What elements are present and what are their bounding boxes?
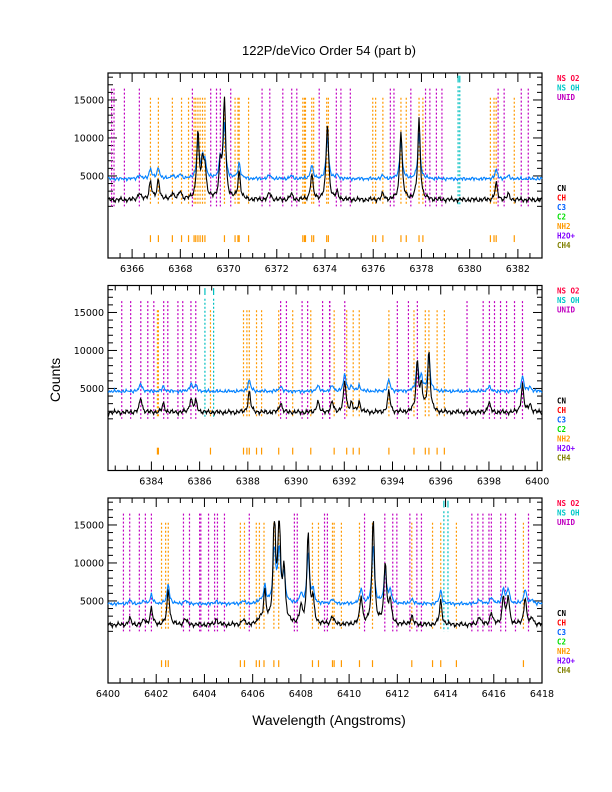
x-tick-label: 6408 <box>289 689 313 700</box>
x-tick-label: 6384 <box>139 477 163 488</box>
x-tick-label: 6412 <box>385 689 409 700</box>
x-tick-label: 6394 <box>380 477 404 488</box>
legend-bottom-entry: H2O+ <box>557 444 576 453</box>
x-tick-label: 6396 <box>429 477 453 488</box>
y-tick-label: 10000 <box>74 558 104 569</box>
legend-bottom-entry: H2O+ <box>557 232 576 241</box>
legend-top-entry: NS O2 <box>557 499 580 508</box>
panel-3: 5000 10000 15000 6400 6402 6404 6406 6408 6410 64… <box>74 497 580 700</box>
x-tick-label: 6406 <box>241 689 265 700</box>
legend-top-entry: NS OH <box>557 509 580 518</box>
y-tick-label: 5000 <box>80 171 104 182</box>
x-tick-label: 6402 <box>144 689 168 700</box>
x-tick-label: 6404 <box>192 689 216 700</box>
legend-bottom-entry: C3 <box>557 416 567 425</box>
x-tick-label: 6414 <box>433 689 457 700</box>
x-tick-label: 6386 <box>188 477 212 488</box>
legend-top-entry: NS O2 <box>557 287 580 296</box>
x-tick-label: 6372 <box>265 264 289 275</box>
legend-top-entry: NS O2 <box>557 74 580 83</box>
legend-bottom-entry: NH2 <box>557 435 571 444</box>
legend-bottom-entry: C3 <box>557 203 567 212</box>
x-tick-label: 6380 <box>458 264 482 275</box>
x-tick-label: 6368 <box>168 264 192 275</box>
y-tick-label: 15000 <box>74 95 104 106</box>
spectrum-line <box>107 96 543 205</box>
legend-top-entry: NS OH <box>557 296 580 305</box>
legend-bottom-entry: CN <box>557 184 567 193</box>
spectrum-line <box>107 520 543 630</box>
legend-bottom-entry: NH2 <box>557 222 571 231</box>
legend-bottom-entry: CH4 <box>557 454 571 463</box>
x-tick-label: 6392 <box>332 477 356 488</box>
legend-bottom-entry: C2 <box>557 213 566 222</box>
x-tick-label: 6374 <box>313 264 337 275</box>
smoothed-spectrum-line <box>107 358 543 395</box>
x-tick-label: 6370 <box>216 264 240 275</box>
x-tick-label: 6416 <box>482 689 506 700</box>
x-tick-label: 6410 <box>337 689 361 700</box>
x-tick-label: 6366 <box>120 264 144 275</box>
x-tick-label: 6400 <box>96 689 120 700</box>
legend-bottom-entry: CN <box>557 609 567 618</box>
smoothed-spectrum-line <box>108 121 543 183</box>
y-tick-label: 15000 <box>74 520 104 531</box>
legend-bottom-entry: H2O+ <box>557 657 576 666</box>
legend-top-entry: UNID <box>557 93 576 102</box>
x-tick-label: 6398 <box>477 477 501 488</box>
legend-bottom-entry: C2 <box>557 638 566 647</box>
x-tick-label: 6418 <box>530 689 554 700</box>
legend-bottom-entry: C3 <box>557 628 567 637</box>
x-tick-label: 6378 <box>409 264 433 275</box>
y-tick-label: 10000 <box>74 133 104 144</box>
x-tick-label: 6382 <box>506 264 530 275</box>
panel-1: 5000 10000 15000 6366 6368 6370 6372 6374 6376 63… <box>74 72 580 275</box>
legend-bottom-entry: CH4 <box>557 241 571 250</box>
legend-top-entry: UNID <box>557 306 576 315</box>
x-tick-label: 6390 <box>284 477 308 488</box>
legend-bottom-entry: CH <box>557 406 567 415</box>
x-tick-label: 6376 <box>361 264 385 275</box>
spectrum-line <box>107 352 543 417</box>
x-tick-label: 6400 <box>525 477 549 488</box>
legend-bottom-entry: CH <box>557 619 567 628</box>
legend-bottom-entry: CN <box>557 397 567 406</box>
x-axis-label: Wavelength (Angstroms) <box>252 712 406 728</box>
y-tick-label: 15000 <box>74 308 104 319</box>
x-tick-label: 6388 <box>236 477 260 488</box>
plot-frame <box>107 284 543 472</box>
smoothed-spectrum-line <box>107 544 543 608</box>
legend-bottom-entry: NH2 <box>557 647 571 656</box>
y-tick-label: 10000 <box>74 346 104 357</box>
legend-bottom-entry: CH4 <box>557 666 571 675</box>
y-tick-label: 5000 <box>80 384 104 395</box>
panel-2: 5000 10000 15000 6384 6386 6388 6390 6392 6394 63… <box>74 284 580 488</box>
legend-bottom-entry: CH <box>557 194 567 203</box>
y-axis-label: Counts <box>47 358 63 402</box>
y-tick-label: 5000 <box>80 596 104 607</box>
legend-top-entry: NS OH <box>557 84 580 93</box>
legend-bottom-entry: C2 <box>557 425 566 434</box>
chart-title: 122P/deVico Order 54 (part b) <box>242 43 416 58</box>
legend-top-entry: UNID <box>557 518 576 527</box>
